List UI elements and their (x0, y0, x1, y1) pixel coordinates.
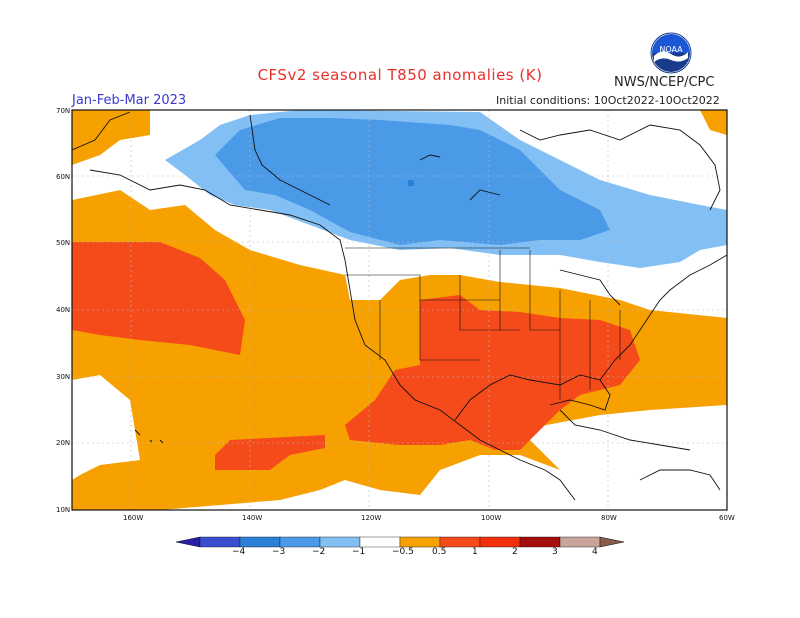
lat-label-30n: 30N (56, 373, 71, 381)
colorbar-swatch (279, 536, 321, 548)
colorbar-label: −4 (232, 547, 246, 557)
map-title: CFSv2 seasonal T850 anomalies (K) (257, 66, 543, 84)
colorbar-label: 4 (592, 547, 598, 557)
colorbar-swatch (519, 536, 561, 548)
anomaly-cell-darkblue (408, 180, 414, 186)
colorbar-label: 1 (472, 547, 478, 557)
lon-label-120w: 120W (361, 514, 382, 522)
colorbar-label: −0.5 (392, 547, 414, 557)
colorbar-arrow-left (175, 536, 201, 548)
lon-label-140w: 140W (242, 514, 263, 522)
colorbar-label: −3 (272, 547, 286, 557)
logo-text: NOAA (659, 45, 683, 54)
colorbar-swatch (319, 536, 361, 548)
anomaly-region-red-pacific (215, 435, 325, 470)
forecast-period: Jan-Feb-Mar 2023 (72, 93, 187, 108)
colorbar-swatch (199, 536, 241, 548)
lat-label-20n: 20N (56, 439, 71, 447)
graticule (72, 110, 727, 510)
lat-label-70n: 70N (56, 107, 71, 115)
colorbar-swatch (479, 536, 521, 548)
lon-label-80w: 80W (601, 514, 617, 522)
colorbar (175, 536, 625, 548)
anomaly-region-red-central (345, 295, 640, 450)
lat-label-10n: 10N (56, 506, 71, 514)
colorbar-label: −1 (352, 547, 366, 557)
agency-label: NWS/NCEP/CPC (614, 75, 715, 90)
colorbar-arrow-right (599, 536, 625, 548)
noaa-logo: NOAA (650, 32, 692, 74)
colorbar-swatch (399, 536, 441, 548)
initial-conditions: Initial conditions: 10Oct2022-10Oct2022 (496, 94, 720, 107)
state-borders (345, 247, 621, 400)
colorbar-swatch (439, 536, 481, 548)
colorbar-swatch (239, 536, 281, 548)
colorbar-swatch (559, 536, 601, 548)
lon-label-100w: 100W (481, 514, 502, 522)
lat-label-60n: 60N (56, 173, 71, 181)
colorbar-label: 2 (512, 547, 518, 557)
map-field (72, 110, 727, 510)
lat-label-40n: 40N (56, 306, 71, 314)
colorbar-label: 0.5 (432, 547, 447, 557)
colorbar-swatch (359, 536, 401, 548)
map-frame (71, 109, 728, 511)
anomaly-region-red-west (72, 242, 245, 355)
colorbar-label: 3 (552, 547, 558, 557)
lon-label-60w: 60W (719, 514, 735, 522)
lat-label-50n: 50N (56, 239, 71, 247)
lon-label-160w: 160W (123, 514, 144, 522)
colorbar-label: −2 (312, 547, 326, 557)
coastlines (72, 111, 727, 501)
